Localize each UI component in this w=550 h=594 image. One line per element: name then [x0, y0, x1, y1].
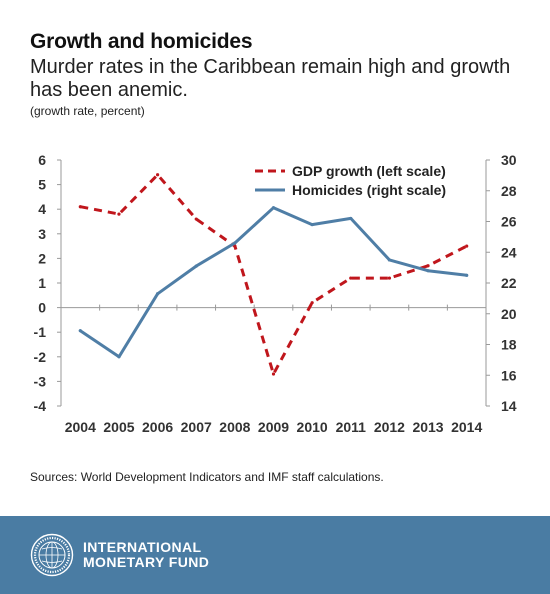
gdp-growth-line: [80, 173, 468, 376]
homicides-line: [78, 206, 469, 359]
imf-wordmark: INTERNATIONAL MONETARY FUND: [83, 540, 209, 570]
left-tick-label: 6: [38, 152, 46, 168]
left-tick-label: -4: [34, 398, 47, 414]
gdp-growth-point: [426, 264, 430, 268]
x-tick-label: 2013: [412, 419, 443, 435]
chart-title: Growth and homicides: [30, 30, 253, 53]
left-tick-label: -1: [34, 324, 47, 340]
gdp-growth-point: [155, 173, 160, 177]
chart-axes: 6 5 4 3 2 1 0 -1 -2 -3 -4 30 28 26 24 22 20 18 16 14 2004 200…: [34, 152, 517, 435]
gdp-growth-point: [117, 212, 121, 216]
line-chart: 6 5 4 3 2 1 0 -1 -2 -3 -4 30 28 26 24 22 20 18 16 14 2004 200…: [34, 152, 517, 435]
right-tick-label: 30: [501, 152, 517, 168]
x-tick-label: 2007: [181, 419, 212, 435]
legend-label: GDP growth (left scale): [292, 163, 446, 179]
right-tick-label: 26: [501, 214, 517, 230]
brand-line-2: MONETARY FUND: [83, 554, 210, 570]
chart-subtitle: Murder rates in the Caribbean remain hig…: [30, 56, 511, 101]
gdp-growth-point: [310, 301, 314, 305]
x-tick-label: 2009: [258, 419, 289, 435]
x-tick-label: 2010: [297, 419, 328, 435]
gdp-growth-point: [271, 372, 276, 376]
source-note: Sources: World Development Indicators an…: [30, 470, 384, 484]
left-tick-label: 1: [38, 275, 46, 291]
x-tick-label: 2004: [65, 419, 96, 435]
homicides-point: [310, 222, 314, 227]
right-tick-label: 16: [501, 367, 517, 383]
x-tick-label: 2005: [103, 419, 134, 435]
right-tick-label: 18: [501, 337, 517, 353]
chart-legend: GDP growth (left scale) Homicides (right …: [255, 163, 446, 198]
gdp-growth-point: [78, 205, 82, 209]
chart-lines: [78, 173, 469, 376]
homicides-point: [465, 273, 469, 277]
x-tick-label: 2006: [142, 419, 173, 435]
x-tick-label: 2012: [374, 419, 405, 435]
left-tick-label: 5: [38, 177, 46, 193]
right-tick-label: 28: [501, 183, 517, 199]
homicides-point: [233, 241, 237, 245]
homicides-point: [155, 292, 160, 296]
left-tick-label: -2: [34, 349, 47, 365]
homicides-point: [426, 269, 430, 273]
brand-line-1: INTERNATIONAL: [83, 539, 202, 555]
right-tick-label: 20: [501, 306, 517, 322]
gdp-growth-point: [387, 276, 392, 280]
imf-seal-icon: [30, 533, 74, 577]
homicides-point: [194, 264, 198, 268]
gdp-growth-point: [194, 217, 198, 221]
x-tick-label: 2008: [219, 419, 250, 435]
homicides-point: [117, 355, 121, 359]
homicides-point: [78, 329, 82, 333]
left-tick-label: 2: [38, 250, 46, 266]
right-tick-label: 14: [501, 398, 517, 414]
units-note: (growth rate, percent): [30, 104, 145, 118]
gdp-growth-point: [349, 276, 353, 280]
footer-bar: INTERNATIONAL MONETARY FUND: [0, 516, 550, 594]
homicides-point: [349, 216, 353, 221]
left-tick-label: 3: [38, 226, 46, 242]
x-tick-label: 2014: [451, 419, 482, 435]
right-tick-label: 22: [501, 275, 517, 291]
right-tick-label: 24: [501, 244, 517, 260]
gdp-growth-point: [233, 244, 237, 248]
x-tick-label: 2011: [336, 419, 367, 435]
homicides-point: [271, 206, 276, 210]
homicides-point: [387, 258, 392, 262]
left-tick-label: 0: [38, 300, 46, 316]
left-tick-label: 4: [38, 201, 46, 217]
gdp-growth-point: [465, 244, 469, 248]
left-tick-label: -3: [34, 373, 47, 389]
legend-label: Homicides (right scale): [292, 182, 446, 198]
